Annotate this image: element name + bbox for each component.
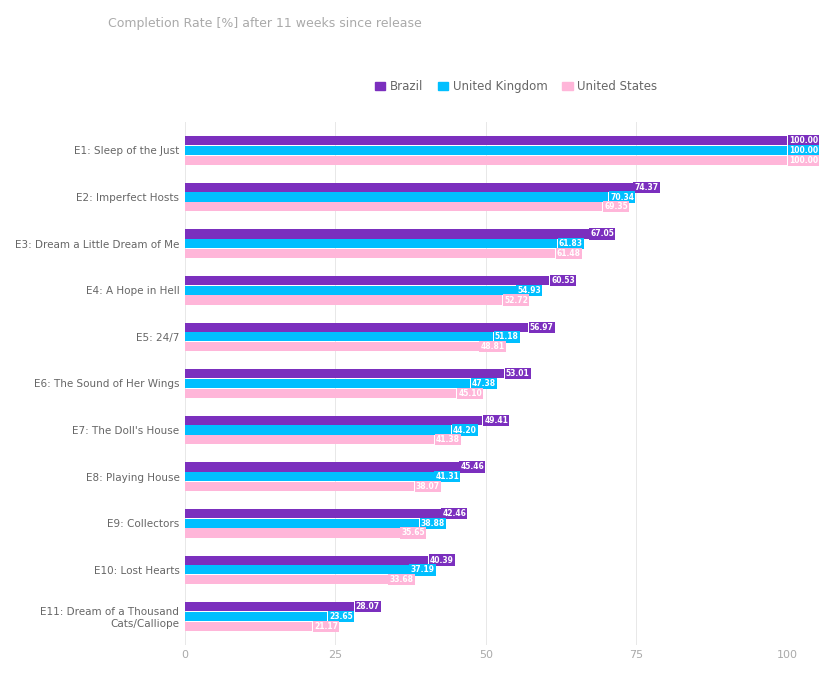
Bar	[185, 323, 528, 332]
Text: 37.19: 37.19	[411, 566, 435, 574]
Text: 52.72: 52.72	[504, 296, 528, 304]
Bar	[185, 342, 479, 351]
Text: 100.00: 100.00	[789, 156, 818, 165]
Text: 33.68: 33.68	[390, 575, 413, 584]
Bar	[185, 389, 456, 398]
Text: 67.05: 67.05	[591, 230, 614, 238]
Text: 74.37: 74.37	[635, 183, 659, 192]
Text: 38.88: 38.88	[421, 519, 445, 528]
Bar	[185, 296, 502, 304]
Text: 48.81: 48.81	[481, 342, 505, 351]
Text: Completion Rate [%] after 11 weeks since release: Completion Rate [%] after 11 weeks since…	[108, 17, 422, 30]
Bar	[185, 565, 409, 574]
Bar	[185, 472, 434, 481]
Text: 61.48: 61.48	[556, 249, 581, 258]
Bar	[185, 146, 787, 155]
Legend: Brazil, United Kingdom, United States: Brazil, United Kingdom, United States	[370, 76, 662, 98]
Text: 100.00: 100.00	[789, 146, 818, 155]
Text: 21.17: 21.17	[314, 622, 338, 630]
Bar	[185, 529, 400, 537]
Bar	[185, 230, 589, 238]
Bar	[185, 435, 434, 444]
Text: 44.20: 44.20	[453, 425, 476, 435]
Text: 45.46: 45.46	[461, 462, 484, 471]
Text: 51.18: 51.18	[495, 332, 519, 342]
Bar	[185, 462, 459, 472]
Text: 70.34: 70.34	[611, 192, 634, 202]
Text: 35.65: 35.65	[402, 529, 425, 537]
Text: 61.83: 61.83	[559, 239, 583, 248]
Text: 42.46: 42.46	[442, 509, 466, 518]
Bar	[185, 612, 327, 621]
Bar	[185, 416, 482, 425]
Text: 23.65: 23.65	[329, 612, 353, 621]
Text: 38.07: 38.07	[416, 482, 440, 491]
Text: 47.38: 47.38	[472, 379, 496, 388]
Text: 60.53: 60.53	[551, 276, 575, 285]
Text: 49.41: 49.41	[484, 416, 508, 425]
Bar	[185, 482, 414, 491]
Bar	[185, 622, 312, 631]
Bar	[185, 379, 470, 388]
Text: 56.97: 56.97	[530, 323, 554, 331]
Bar	[185, 518, 419, 528]
Text: 54.93: 54.93	[517, 286, 541, 295]
Bar	[185, 192, 608, 202]
Bar	[185, 156, 787, 165]
Text: 53.01: 53.01	[506, 369, 530, 378]
Bar	[185, 509, 441, 518]
Bar	[185, 276, 549, 285]
Bar	[185, 332, 493, 342]
Text: 28.07: 28.07	[356, 602, 380, 612]
Text: 40.39: 40.39	[430, 556, 454, 565]
Bar	[185, 369, 504, 379]
Bar	[185, 249, 555, 258]
Bar	[185, 239, 557, 248]
Bar	[185, 183, 632, 192]
Text: 69.35: 69.35	[604, 202, 628, 211]
Bar	[185, 286, 516, 295]
Bar	[185, 556, 428, 565]
Bar	[185, 575, 387, 584]
Bar	[185, 602, 354, 612]
Bar	[185, 136, 787, 145]
Text: 41.38: 41.38	[436, 435, 460, 444]
Bar	[185, 425, 451, 435]
Text: 41.31: 41.31	[436, 472, 459, 481]
Text: 45.10: 45.10	[458, 389, 482, 398]
Text: 100.00: 100.00	[789, 136, 818, 145]
Bar	[185, 202, 602, 211]
